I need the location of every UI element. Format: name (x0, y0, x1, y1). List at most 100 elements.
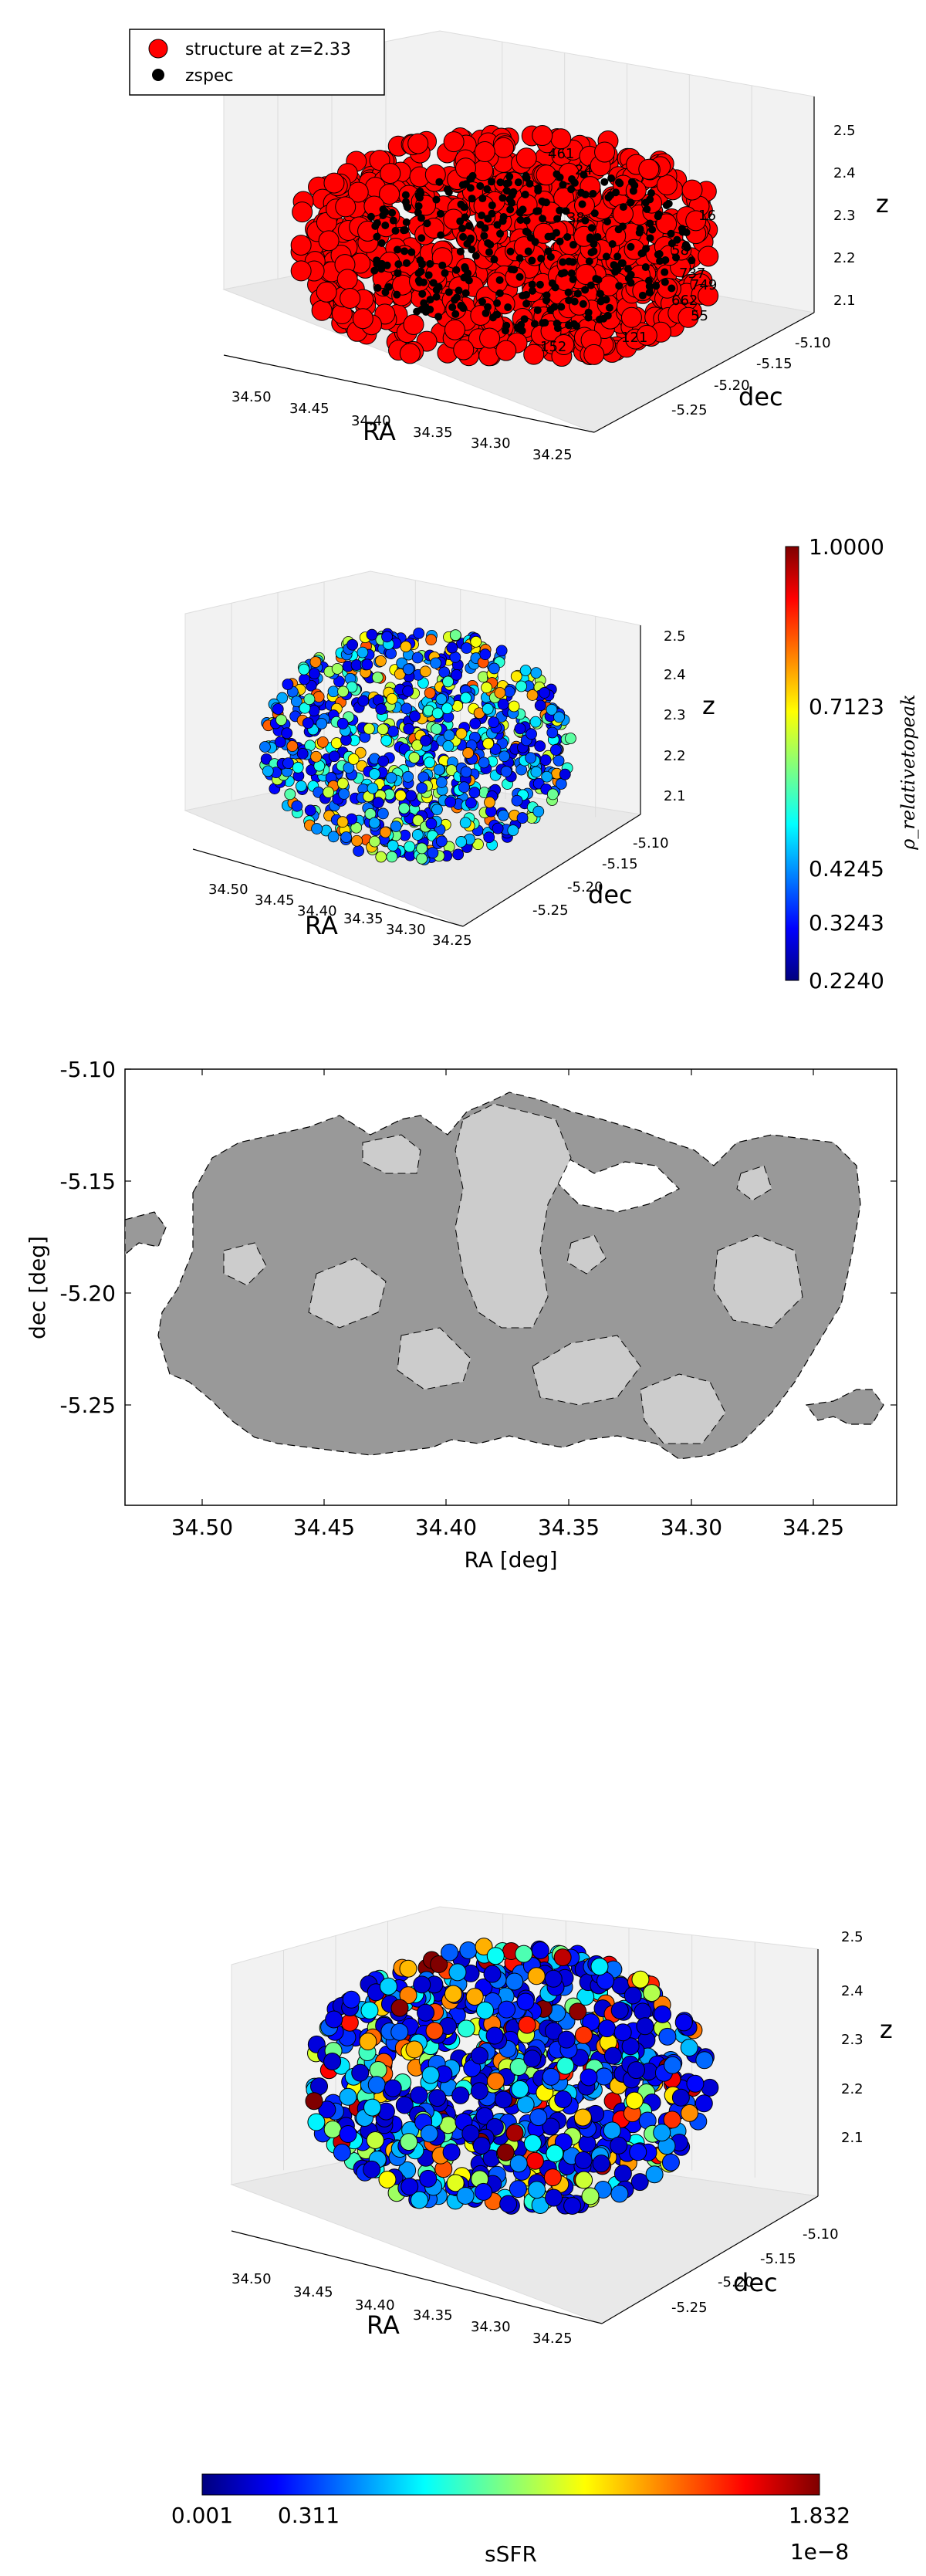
data-point (371, 672, 384, 683)
zspec-point (480, 232, 488, 240)
data-point (311, 823, 323, 834)
data-point (375, 655, 387, 667)
data-point (479, 327, 501, 349)
data-point (357, 695, 370, 707)
data-point (292, 761, 304, 773)
x-tick-label: 34.50 (171, 1515, 233, 1540)
zspec-point (432, 195, 441, 204)
zspec-point (424, 271, 433, 279)
zspec-point (438, 261, 447, 269)
data-point (624, 1986, 642, 2005)
data-point (453, 339, 475, 361)
zspec-point (605, 303, 613, 312)
zspec-point (432, 293, 441, 301)
zspec-point (426, 259, 434, 268)
data-point (442, 2143, 461, 2161)
zspec-point (615, 282, 624, 290)
y-tick-label: -5.15 (760, 2251, 796, 2267)
data-point (543, 2168, 562, 2187)
data-point (333, 675, 345, 688)
data-point (509, 2155, 528, 2173)
y-tick-label: -5.20 (60, 1281, 116, 1306)
data-point (323, 2120, 342, 2138)
zspec-point (394, 269, 402, 278)
y-axis-label: dec (733, 2268, 778, 2297)
colorbar-tick-label: 1.0000 (809, 534, 884, 560)
zspec-point (586, 281, 595, 289)
data-point (574, 2026, 593, 2044)
data-point (291, 800, 303, 812)
zspec-point (476, 220, 485, 228)
zspec-point (603, 217, 612, 225)
data-point (347, 753, 360, 765)
data-point (272, 703, 284, 715)
y-tick-label: -5.15 (756, 356, 793, 372)
zspec-point (565, 296, 573, 305)
data-point (534, 699, 546, 712)
colorbar-tick-label: 0.2240 (809, 968, 884, 994)
zspec-point (482, 309, 490, 317)
zspec-point (586, 233, 594, 242)
data-point (532, 125, 553, 147)
data-point (526, 689, 539, 701)
data-point (553, 754, 565, 767)
data-point (627, 2061, 646, 2080)
data-point (678, 306, 699, 328)
zspec-point (507, 198, 515, 207)
zspec-point (452, 266, 461, 274)
panel-structure-3d: 34.50 34.45 34.40 34.35 34.30 34.25 RA -… (129, 29, 889, 463)
data-point (387, 840, 399, 851)
zspec-point (505, 172, 514, 181)
zspec-point (493, 299, 502, 307)
zspec-point (516, 216, 525, 225)
legend-marker-zspec (152, 69, 164, 81)
data-point (556, 2056, 575, 2075)
zspec-point (556, 206, 564, 215)
x-tick-label: 34.50 (231, 389, 272, 405)
zspec-point (493, 310, 502, 319)
x-tick-label: 34.25 (532, 447, 573, 463)
data-point (351, 834, 363, 847)
zspec-point (643, 205, 651, 213)
zspec-point (495, 289, 504, 297)
zspec-point (457, 301, 465, 310)
y-axis-label: dec (738, 382, 783, 411)
data-point (444, 1985, 462, 2003)
zspec-point (436, 209, 444, 218)
zspec-point (577, 188, 586, 197)
data-point (458, 781, 470, 794)
zspec-point (389, 216, 397, 225)
z-axis: 2.5 2.4 2.3 2.2 2.1 z (640, 625, 715, 814)
data-point (470, 2046, 488, 2065)
zspec-point (654, 212, 662, 221)
x-axis: 34.50 34.45 34.40 34.35 34.30 34.25 RA (223, 354, 595, 463)
data-point (331, 662, 343, 675)
data-point (498, 2000, 516, 2019)
data-point (610, 2185, 629, 2203)
data-point (661, 2153, 680, 2171)
data-point (400, 702, 413, 715)
data-point (653, 2124, 671, 2142)
z-axis-label: z (880, 2015, 893, 2044)
data-point (483, 1965, 502, 1983)
zspec-point (569, 275, 577, 283)
zspec-point (384, 283, 393, 291)
zspec-point (485, 248, 493, 256)
data-point (448, 1963, 467, 1982)
zspec-point (451, 310, 460, 318)
x-axis-label: RA [deg] (465, 1547, 558, 1572)
data-point (333, 2143, 351, 2161)
zspec-point (536, 280, 544, 289)
data-point (451, 2086, 470, 2104)
x-tick-label: 34.30 (661, 1515, 722, 1540)
data-point (442, 740, 455, 752)
data-point (411, 829, 424, 841)
data-point (523, 2134, 542, 2152)
data-point (507, 824, 519, 837)
y-axis: -5.10 -5.15 -5.20 -5.25 dec (593, 312, 831, 433)
point-label: 749 (691, 277, 717, 293)
data-point (444, 796, 457, 808)
zspec-point (496, 178, 505, 187)
z-tick-label: 2.2 (664, 748, 686, 764)
colorbar-tick-label: 0.001 (171, 2503, 233, 2528)
